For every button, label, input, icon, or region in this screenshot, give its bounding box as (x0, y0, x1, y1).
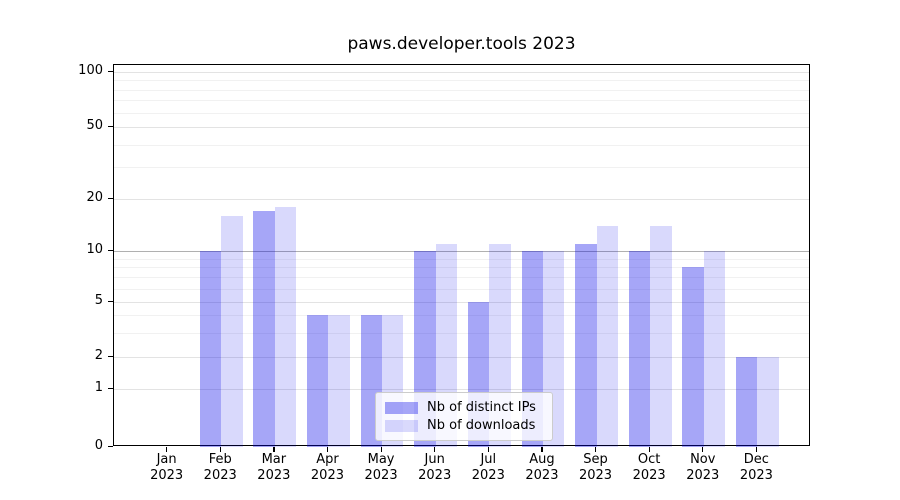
legend-item-label: Nb of downloads (427, 418, 536, 433)
y-tick-label: 0 (94, 438, 103, 453)
minor-gridline (114, 258, 809, 260)
x-tick (434, 447, 436, 452)
x-tick (702, 447, 704, 452)
x-tick-label: Apr 2023 (310, 452, 344, 483)
bar (682, 267, 704, 447)
x-tick-label: Jan 2023 (150, 452, 184, 483)
major-gridline (114, 127, 809, 128)
x-tick-label: Dec 2023 (739, 452, 773, 483)
major-gridline (114, 357, 809, 358)
minor-gridline (114, 267, 809, 269)
y-tick (108, 387, 113, 389)
bar (253, 211, 275, 447)
x-tick-label: Mar 2023 (257, 452, 291, 483)
minor-gridline (114, 167, 809, 169)
minor-gridline (114, 315, 809, 317)
y-tick (108, 300, 113, 302)
minor-gridline (114, 277, 809, 279)
legend-swatch (385, 401, 418, 414)
legend-swatch (385, 419, 418, 432)
major-gridline (114, 72, 809, 73)
minor-gridline (114, 332, 809, 334)
minor-gridline (114, 89, 809, 91)
y-tick (108, 70, 113, 72)
x-tick (166, 447, 168, 452)
x-tick-label: Jun 2023 (418, 452, 452, 483)
bar (221, 215, 243, 447)
bar (307, 315, 329, 447)
bar (703, 251, 726, 447)
bar (735, 357, 758, 447)
y-tick (108, 197, 113, 199)
y-tick-label: 10 (86, 242, 103, 257)
bar (575, 243, 597, 447)
x-tick-label: May 2023 (364, 452, 398, 483)
x-tick-label: Oct 2023 (632, 452, 666, 483)
legend-item-label: Nb of distinct IPs (427, 400, 536, 415)
major-gridline (114, 199, 809, 200)
major-gridline (114, 389, 809, 390)
x-tick-label: Aug 2023 (525, 452, 559, 483)
x-tick-label: Feb 2023 (203, 452, 237, 483)
y-tick (108, 355, 113, 357)
y-tick (108, 249, 113, 251)
x-tick-label: Jul 2023 (471, 452, 505, 483)
minor-gridline (114, 80, 809, 82)
bar (650, 225, 672, 447)
chart-title: paws.developer.tools 2023 (347, 34, 576, 54)
plot-area (113, 64, 810, 447)
x-tick (380, 447, 382, 452)
x-tick (273, 447, 275, 452)
bar (596, 225, 618, 447)
y-tick-label: 5 (94, 293, 103, 308)
y-tick (108, 125, 113, 127)
x-tick (326, 447, 329, 452)
major-gridline (114, 251, 809, 252)
y-tick-label: 20 (86, 190, 103, 205)
minor-gridline (114, 144, 809, 146)
x-tick (595, 447, 597, 452)
y-tick-label: 50 (86, 118, 103, 133)
bar (328, 315, 350, 447)
y-tick (108, 445, 113, 447)
bar (274, 206, 297, 447)
minor-gridline (114, 288, 809, 290)
bar (199, 251, 222, 447)
x-tick-label: Sep 2023 (578, 452, 613, 483)
legend-item: Nb of downloads (385, 417, 543, 434)
major-gridline (114, 302, 809, 303)
x-tick (648, 447, 650, 452)
legend-item: Nb of distinct IPs (385, 399, 543, 416)
minor-gridline (114, 100, 809, 102)
y-tick-label: 100 (78, 63, 103, 78)
minor-gridline (114, 112, 809, 114)
x-tick (487, 447, 489, 452)
x-tick (755, 447, 758, 452)
x-tick (541, 447, 543, 452)
legend: Nb of distinct IPs Nb of downloads (375, 392, 553, 441)
x-tick-label: Nov 2023 (686, 452, 720, 483)
y-tick-label: 1 (94, 380, 103, 395)
bar (757, 357, 779, 447)
y-tick-label: 2 (94, 348, 103, 363)
x-tick (219, 447, 221, 452)
bar (628, 251, 651, 447)
